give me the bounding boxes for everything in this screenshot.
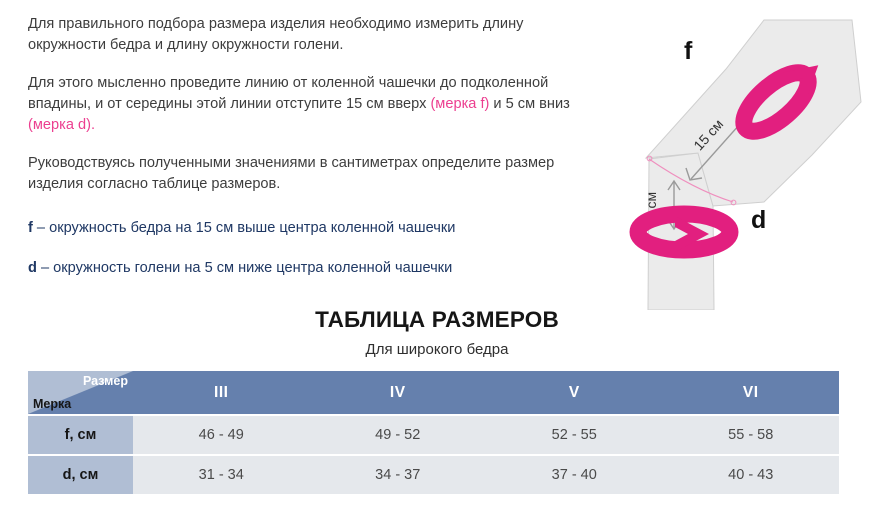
cell-d-3: 31 - 34 (133, 456, 310, 494)
measure-d-inline-note: (мерка d). (28, 117, 96, 133)
leg-silhouette (644, 19, 862, 310)
table-corner-cell: Размер Мерка (28, 371, 133, 414)
instruction-paragraph-2: Для этого мысленно проведите линию от ко… (28, 73, 573, 136)
paragraph-2-text-part-1: Для этого мысленно проведите линию от ко… (28, 75, 549, 112)
definition-f-text: – окружность бедра на 15 см выше центра … (32, 220, 456, 236)
diagram-label-d: d (751, 206, 767, 234)
crease-endpoint-lower (730, 199, 737, 206)
corner-label-size: Размер (82, 374, 128, 388)
cell-f-3: 46 - 49 (133, 416, 310, 454)
cell-f-4: 49 - 52 (309, 416, 486, 454)
row-label-d: d, см (28, 456, 133, 494)
size-table-subtitle: Для широкого бедра (365, 341, 509, 358)
cell-d-6: 40 - 43 (662, 456, 839, 494)
cell-d-4: 34 - 37 (309, 456, 486, 494)
thigh-loop-arrowhead (782, 65, 819, 100)
crease-endpoint-upper (646, 155, 653, 162)
knee-crease-line (648, 158, 734, 203)
table-row: d, см 31 - 34 34 - 37 37 - 40 40 - 43 (28, 456, 839, 494)
corner-diagonal-divider (28, 371, 133, 414)
cell-f-6: 55 - 58 (662, 416, 839, 454)
table-row: f, см 46 - 49 49 - 52 52 - 55 55 - 58 (28, 416, 839, 454)
column-header-4: IV (309, 371, 486, 414)
definition-d-text: – окружность голени на 5 см ниже центра … (36, 260, 453, 276)
definition-f: f – окружность бедра на 15 см выше центр… (28, 218, 573, 239)
cell-f-5: 52 - 55 (486, 416, 663, 454)
table-header-row: Размер Мерка III IV V VI (28, 371, 839, 414)
definition-d-key: d (28, 260, 37, 276)
definition-f-key: f (28, 220, 33, 236)
instruction-paragraph-3: Руководствуясь полученными значениями в … (28, 155, 555, 192)
leg-illustration-svg: 15 см 5 см (629, 19, 862, 310)
measure-f-inline-note: (мерка f) (430, 96, 490, 112)
instructions-block: Для правильного подбора размера изделия … (28, 14, 573, 298)
calf-loop-band (629, 205, 739, 259)
thigh-circumference-arrow-f (735, 64, 819, 140)
instruction-paragraph-1: Для правильного подбора размера изделия … (28, 16, 524, 53)
calf-circumference-arrow-d (629, 205, 739, 259)
cell-d-5: 37 - 40 (486, 456, 663, 494)
calf-loop-arrowhead (675, 216, 709, 252)
definition-d: d – окружность голени на 5 см ниже центр… (28, 258, 573, 279)
row-label-f: f, см (28, 416, 133, 454)
size-table-title: ТАБЛИЦА РАЗМЕРОВ (315, 307, 559, 332)
column-header-5: V (486, 371, 663, 414)
diagram-label-f: f (684, 37, 693, 65)
dimension-5cm-arrowhead-top (667, 179, 681, 191)
size-table: Размер Мерка III IV V VI f, см 46 - 49 4… (28, 369, 839, 496)
column-header-6: VI (662, 371, 839, 414)
paragraph-2-text-part-2: и 5 см вниз (489, 96, 570, 112)
column-header-3: III (133, 371, 310, 414)
dimension-15cm-arrowhead-lower (685, 167, 703, 181)
knee-measurement-diagram: 15 см 5 см f d (616, 6, 874, 310)
corner-label-measure: Мерка (33, 397, 72, 411)
